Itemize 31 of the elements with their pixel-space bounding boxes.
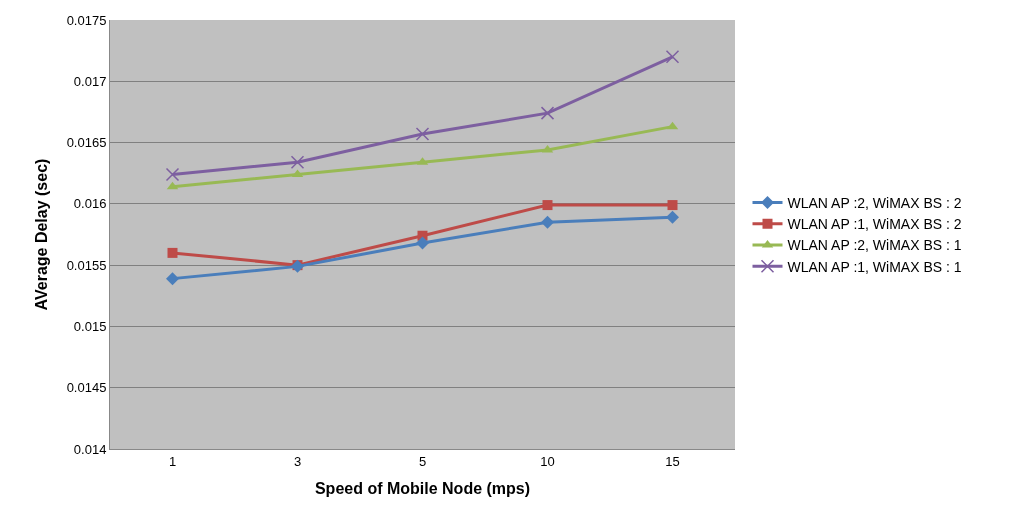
x-tick-label: 3 <box>293 453 302 469</box>
legend-label: WLAN AP :1, WiMAX BS : 1 <box>787 258 962 275</box>
y-tick-label: 0.0155 <box>66 257 107 273</box>
point <box>167 247 178 258</box>
legend-label: WLAN AP :2, WiMAX BS : 1 <box>787 237 962 254</box>
point <box>416 236 429 250</box>
y-tick-label: 0.015 <box>73 318 107 334</box>
x-tick-label: 15 <box>665 453 680 469</box>
x-tick-label: 10 <box>540 453 555 469</box>
point <box>667 200 678 211</box>
legend-label: WLAN AP :1, WiMAX BS : 2 <box>787 216 962 233</box>
point <box>166 272 179 286</box>
y-tick-label: 0.0175 <box>66 12 107 28</box>
y-tick-label: 0.017 <box>73 73 107 89</box>
point <box>290 155 305 169</box>
legend-label: WLAN AP :2, WiMAX BS : 2 <box>787 195 962 212</box>
y-tick-label: 0.0145 <box>66 380 107 396</box>
point <box>666 210 679 224</box>
x-tick-label: 5 <box>418 453 427 469</box>
point <box>415 127 430 141</box>
point <box>165 167 180 182</box>
point <box>541 215 554 229</box>
x-axis-title: Speed of Mobile Node (mps) <box>314 480 531 498</box>
point <box>665 50 680 64</box>
y-tick-label: 0.016 <box>73 196 107 212</box>
point <box>540 106 555 120</box>
y-axis-title: AVerage Delay (sec) <box>32 158 50 311</box>
y-tick-label: 0.014 <box>73 441 107 457</box>
point <box>542 200 553 211</box>
y-tick-label: 0.0165 <box>66 135 107 151</box>
x-tick-label: 1 <box>168 453 177 469</box>
